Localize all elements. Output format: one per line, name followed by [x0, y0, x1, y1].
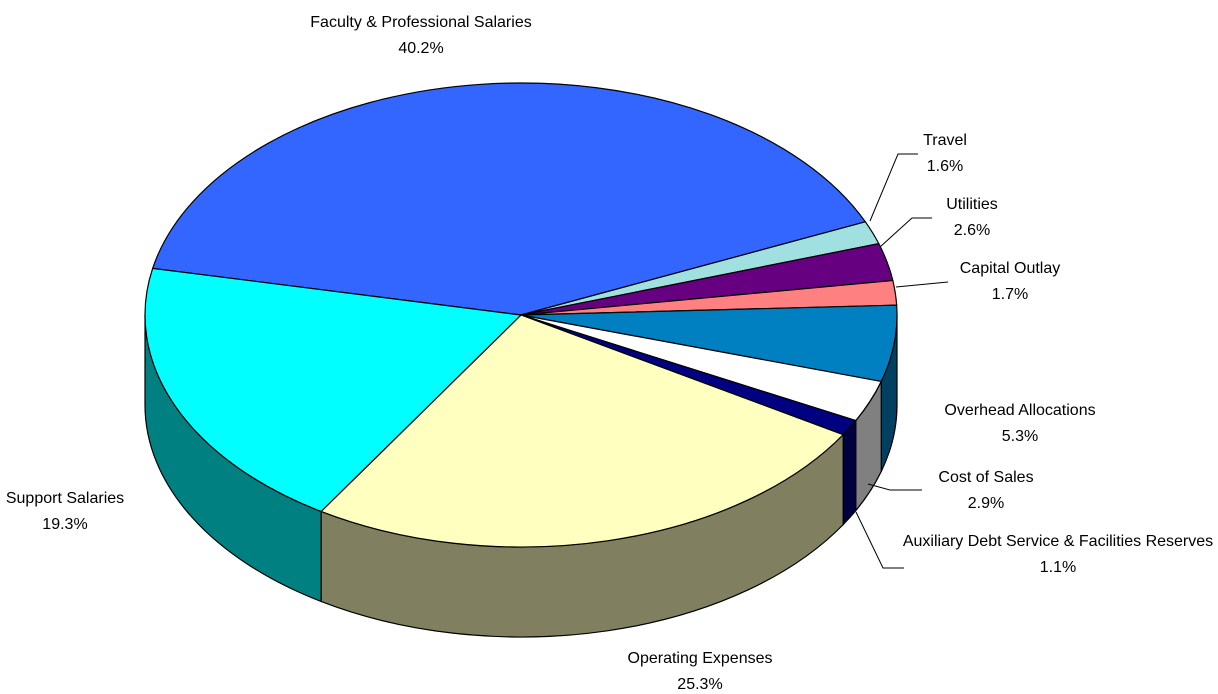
category-name: Travel — [923, 132, 967, 149]
value-label: 2.9% — [967, 495, 1005, 512]
slice — [151, 82, 867, 316]
slice-label: Auxiliary Debt Service & Facilities Rese… — [898, 529, 1218, 581]
category-name: Support Salaries — [5, 490, 125, 507]
slice-label: Cost of Sales 2.9% — [938, 465, 1033, 517]
leader-line — [867, 483, 922, 491]
value-label: 1.1% — [1039, 559, 1077, 576]
slice — [319, 314, 845, 548]
slice-label: Faculty & Professional Salaries 40.2% — [310, 10, 531, 62]
slice-label: Operating Expenses 25.3% — [628, 646, 773, 694]
leader-line — [869, 153, 918, 222]
leader-line — [895, 281, 949, 288]
slice-label: Capital Outlay 1.7% — [960, 256, 1061, 308]
category-name: Auxiliary Debt Service & Facilities Rese… — [902, 533, 1214, 550]
category-name: Cost of Sales — [938, 469, 1034, 486]
category-name: Utilities — [946, 196, 998, 213]
slice-label: Travel 1.6% — [923, 128, 967, 180]
category-name: Faculty & Professional Salaries — [310, 14, 532, 31]
slice-side — [842, 418, 857, 527]
value-label: 1.6% — [926, 158, 964, 175]
value-label: 25.3% — [677, 676, 723, 693]
value-label: 2.6% — [953, 222, 991, 239]
slice-label: Utilities 2.6% — [946, 192, 998, 244]
leader-line — [879, 217, 932, 248]
slice-label: Overhead Allocations 5.3% — [944, 398, 1095, 450]
category-name: Capital Outlay — [959, 260, 1061, 277]
value-label: 40.2% — [398, 40, 444, 57]
value-label: 19.3% — [42, 516, 88, 533]
slice — [144, 267, 523, 513]
slice-tops — [144, 82, 898, 548]
value-label: 1.7% — [991, 286, 1029, 303]
side-walls — [144, 314, 898, 638]
category-name: Operating Expenses — [627, 650, 773, 667]
category-name: Overhead Allocations — [944, 402, 1096, 419]
leader-line — [855, 511, 904, 569]
value-label: 5.3% — [1001, 428, 1039, 445]
slice-label: Support Salaries 19.3% — [6, 486, 124, 538]
